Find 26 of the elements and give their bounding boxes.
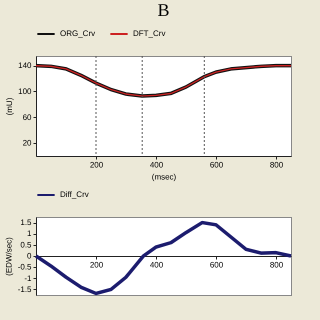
x-tick-label: 200 (90, 160, 104, 170)
x-tick-label: 800 (270, 160, 284, 170)
chart-title: B (157, 0, 170, 20)
legend-label: Diff_Crv (60, 190, 89, 199)
y-axis-title: (EDW/sec) (4, 236, 14, 276)
x-tick-label: 400 (150, 260, 164, 270)
y-tick-label: 60 (22, 112, 32, 122)
y-tick-label: 1 (27, 229, 32, 238)
y-tick-label: 1.5 (20, 218, 32, 228)
y-tick-label: 0 (27, 252, 32, 260)
y-tick-label: 0.5 (20, 240, 32, 250)
y-tick-label: -0.5 (18, 262, 32, 272)
y-tick-label: 100 (18, 86, 32, 96)
x-axis-title: (msec) (152, 172, 177, 182)
y-axis-title: (mU) (5, 97, 14, 116)
x-tick-label: 600 (210, 160, 224, 170)
y-tick-label: 20 (22, 138, 32, 148)
legend-label: DFT_Crv (133, 29, 166, 38)
y-tick-label: -1.5 (18, 284, 32, 294)
x-tick-label: 600 (210, 260, 224, 270)
x-tick-label: 400 (150, 160, 164, 170)
x-tick-label: 800 (270, 260, 284, 270)
y-tick-label: 140 (18, 61, 32, 70)
legend-label: ORG_Crv (60, 29, 96, 38)
x-tick-label: 200 (90, 260, 104, 270)
y-tick-label: -1 (24, 274, 32, 283)
